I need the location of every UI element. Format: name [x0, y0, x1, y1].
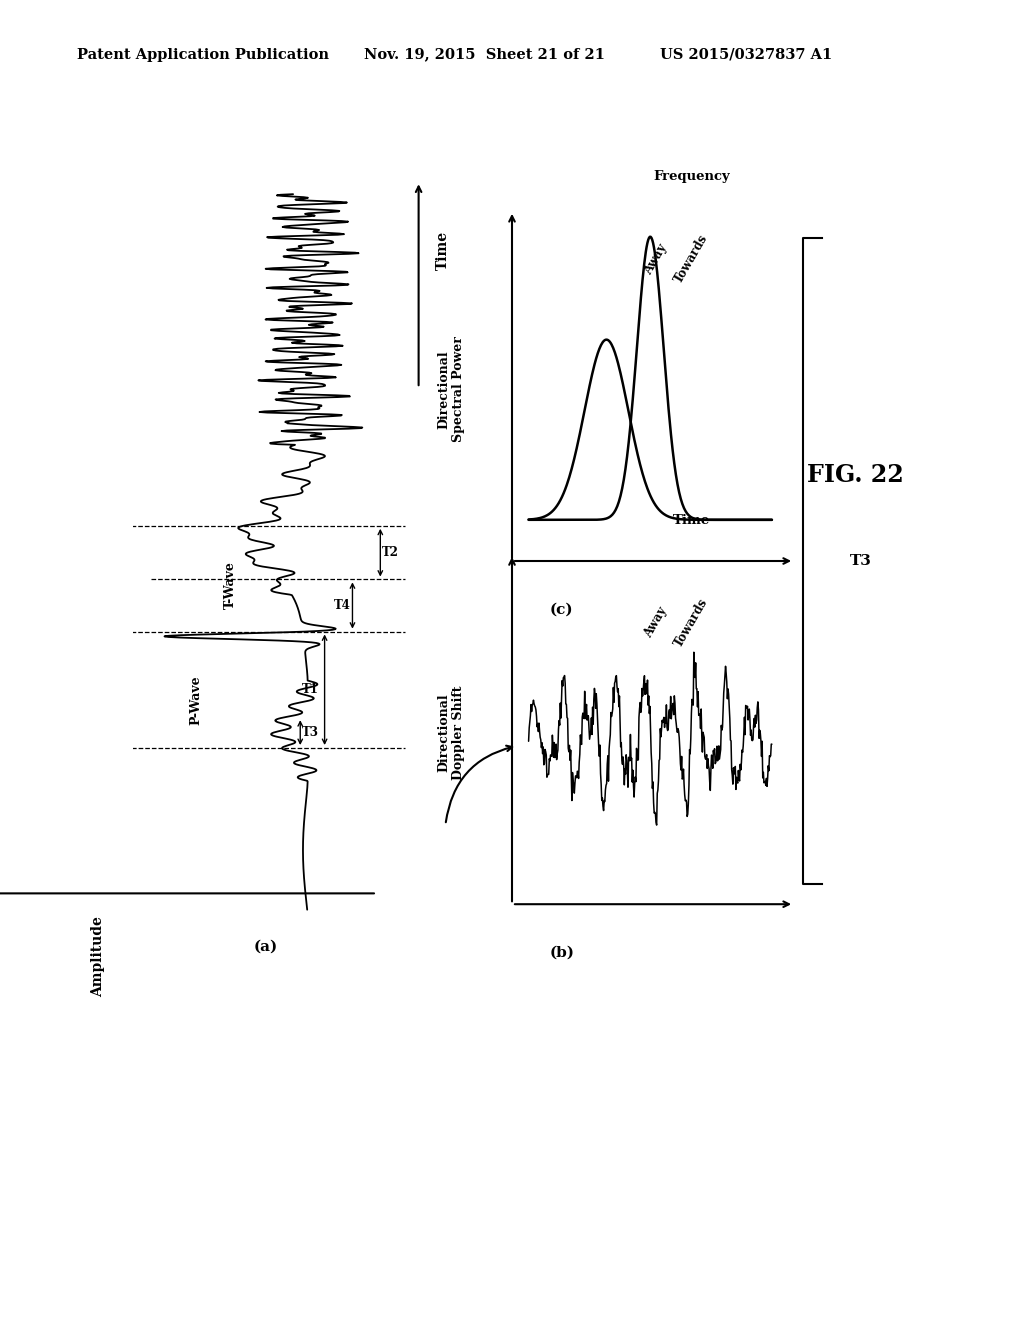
Text: Frequency: Frequency — [653, 170, 730, 183]
Text: T2: T2 — [382, 546, 399, 560]
Text: FIG. 22: FIG. 22 — [807, 463, 903, 487]
Text: T1: T1 — [302, 684, 319, 696]
Text: Amplitude: Amplitude — [91, 916, 105, 997]
Text: (c): (c) — [550, 602, 573, 616]
Text: T4: T4 — [334, 599, 350, 612]
Text: Nov. 19, 2015  Sheet 21 of 21: Nov. 19, 2015 Sheet 21 of 21 — [364, 48, 604, 62]
Text: Directional
Spectral Power: Directional Spectral Power — [437, 337, 465, 442]
Text: Patent Application Publication: Patent Application Publication — [77, 48, 329, 62]
Text: Towards: Towards — [673, 597, 711, 649]
Text: T3: T3 — [850, 554, 871, 568]
Text: Time: Time — [673, 513, 711, 527]
Text: T3: T3 — [302, 726, 319, 739]
Text: (b): (b) — [549, 945, 574, 960]
Text: Towards: Towards — [673, 232, 711, 285]
Text: US 2015/0327837 A1: US 2015/0327837 A1 — [660, 48, 833, 62]
Text: Away: Away — [642, 242, 670, 277]
Text: (a): (a) — [253, 940, 278, 953]
Text: T-Wave: T-Wave — [224, 561, 238, 609]
Text: P-Wave: P-Wave — [189, 676, 203, 725]
Text: Away: Away — [642, 605, 670, 640]
Text: Time: Time — [436, 231, 450, 269]
Text: Directional
Doppler Shift: Directional Doppler Shift — [437, 685, 465, 780]
